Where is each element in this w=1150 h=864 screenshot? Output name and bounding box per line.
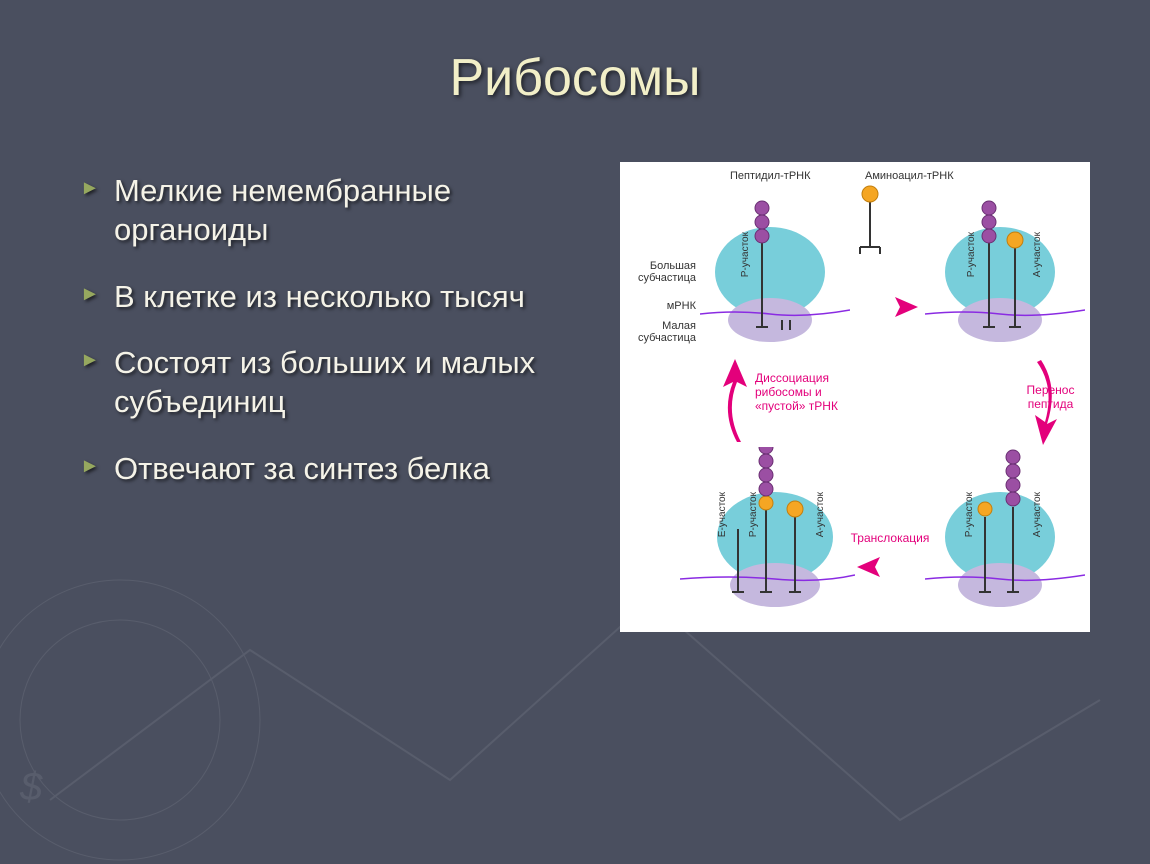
label-dissociation: Диссоциация рибосомы и «пустой» тРНК [755, 372, 865, 413]
label-mrna: мРНК [626, 300, 696, 312]
ribosome-cycle-diagram: Пептидил-тРНК Аминоацил-тРНК Большая суб… [620, 162, 1090, 632]
label-p-site-2: P-участок [966, 232, 977, 277]
label-large-subunit: Большая субчастица [626, 260, 696, 284]
label-e-site: E-участок [717, 492, 728, 537]
label-p-site-3: P-участок [964, 492, 975, 537]
bullet-list: Мелкие немембранные органоиды В клетке и… [80, 152, 590, 632]
ribosome-panel-2 [925, 192, 1085, 352]
content-row: Мелкие немембранные органоиды В клетке и… [0, 132, 1150, 632]
label-peptidyl-trna: Пептидил-тРНК [730, 170, 811, 182]
arrow-step-3 [855, 552, 925, 582]
ribosome-panel-3 [925, 447, 1085, 617]
label-p-site: P-участок [740, 232, 751, 277]
arrow-step-1 [850, 292, 920, 322]
incoming-trna [845, 182, 895, 262]
label-a-site-4: A-участок [815, 492, 826, 537]
label-p-site-4: P-участок [748, 492, 759, 537]
bullet-item: Отвечают за синтез белка [80, 450, 590, 489]
slide-title: Рибосомы [0, 0, 1150, 132]
bullet-item: Мелкие немембранные органоиды [80, 172, 590, 250]
label-translocation: Транслокация [845, 532, 935, 546]
arrow-step-4 [715, 357, 755, 447]
label-a-site-2: A-участок [1032, 232, 1043, 277]
bullet-item: В клетке из несколько тысяч [80, 278, 590, 317]
label-a-site-3: A-участок [1032, 492, 1043, 537]
label-peptide-transfer: Перенос пептида [1018, 384, 1083, 412]
ribosome-panel-1 [700, 192, 850, 352]
diagram-container: Пептидил-тРНК Аминоацил-тРНК Большая суб… [620, 152, 1090, 632]
svg-text:$: $ [19, 765, 43, 809]
ribosome-panel-4 [680, 447, 855, 617]
label-aminoacyl-trna: Аминоацил-тРНК [865, 170, 954, 182]
bullet-item: Состоят из больших и малых субъединиц [80, 344, 590, 422]
label-small-subunit: Малая субчастица [626, 320, 696, 344]
